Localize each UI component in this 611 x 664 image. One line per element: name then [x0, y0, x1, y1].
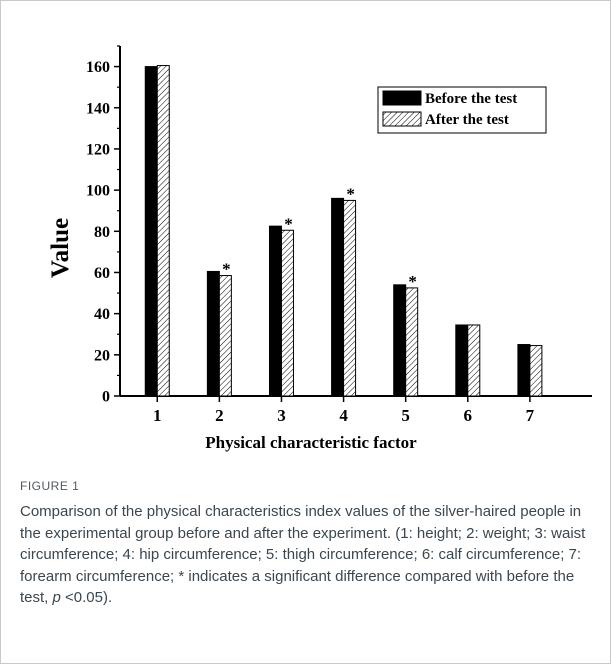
legend-label-after: After the test [425, 112, 509, 128]
chart-area: 0 20 40 60 80 100 120 140 160 1 2 3 4 5 6 7 * * * * Before… [47, 45, 592, 452]
caption-p-symbol: p [52, 589, 61, 606]
bar-after [343, 199, 357, 397]
x-tick-label: 7 [526, 406, 535, 425]
bar-before [206, 270, 220, 397]
bar-before [393, 284, 407, 397]
bar-before [455, 324, 469, 397]
bar-after [280, 229, 294, 397]
bar-before [144, 66, 158, 397]
x-tick-label: 5 [401, 406, 410, 425]
bar-after [529, 345, 543, 397]
legend-swatch-before [382, 90, 422, 106]
y-tick-label: 0 [102, 389, 110, 406]
significance-asterisk: * [346, 184, 355, 203]
y-axis-label: Value [47, 218, 74, 278]
y-tick-label: 60 [94, 265, 110, 282]
caption-text-part1: Comparison of the physical characteristi… [20, 503, 586, 606]
bar-after [405, 287, 419, 397]
axes: 0 20 40 60 80 100 120 140 160 1 2 3 4 5 6 7 [86, 45, 592, 425]
y-tick-label: 100 [86, 183, 110, 200]
x-axis-label: Physical characteristic factor [205, 433, 417, 452]
bars [144, 65, 543, 397]
y-tick-label: 20 [94, 347, 110, 364]
x-tick-label: 4 [339, 406, 348, 425]
caption-text-part2: <0.05). [60, 589, 113, 606]
x-tick-label: 3 [277, 406, 286, 425]
y-tick-label: 40 [94, 306, 110, 323]
x-tick-label: 6 [464, 406, 473, 425]
y-tick-label: 140 [86, 100, 110, 117]
bar-after [218, 275, 232, 397]
y-tick-label: 80 [94, 224, 110, 241]
figure-caption: Comparison of the physical characteristi… [20, 501, 592, 609]
significance-marks: * * * * [222, 184, 417, 291]
legend-label-before: Before the test [425, 91, 517, 107]
y-tick-label: 120 [86, 141, 110, 158]
bar-chart: 0 20 40 60 80 100 120 140 160 1 2 3 4 5 6 7 * * * * Before… [47, 45, 592, 452]
legend-swatch-after [382, 111, 422, 127]
figure-label: FIGURE 1 [20, 479, 80, 493]
legend: Before the test After the test [377, 86, 547, 134]
significance-asterisk: * [408, 272, 417, 291]
bar-before [268, 225, 282, 397]
bar-before [517, 344, 531, 397]
bar-before [331, 197, 345, 397]
significance-asterisk: * [284, 214, 293, 233]
y-tick-label: 160 [86, 59, 110, 76]
x-tick-label: 2 [215, 406, 224, 425]
bar-after [156, 65, 170, 397]
bar-after [467, 324, 481, 397]
significance-asterisk: * [222, 260, 231, 279]
x-tick-label: 1 [153, 406, 162, 425]
